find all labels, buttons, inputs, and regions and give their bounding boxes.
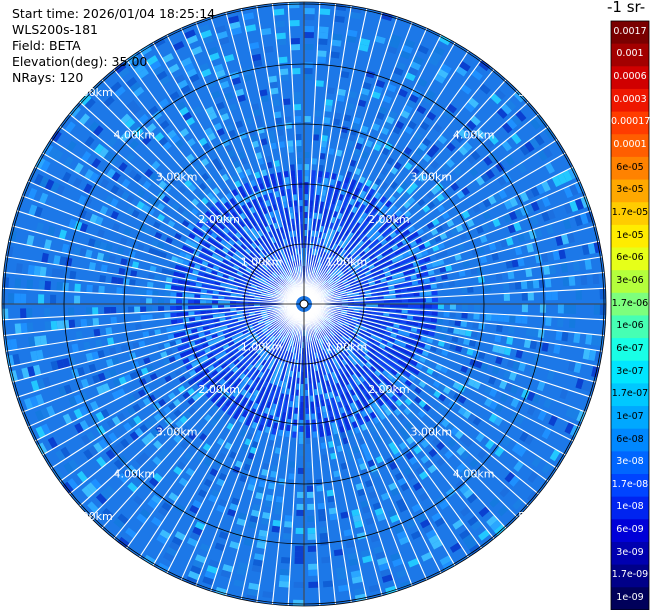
colorbar-cell bbox=[611, 66, 649, 90]
colorbar-label: 6e-06 bbox=[616, 252, 644, 264]
colorbar-label: 1.7e-08 bbox=[611, 478, 649, 490]
range-label-ll-3: 3.00km bbox=[156, 425, 198, 438]
colorbar-label: 0.0006 bbox=[613, 71, 647, 83]
colorbar-label: 6e-05 bbox=[616, 161, 644, 173]
colorbar-label: 0.0003 bbox=[613, 93, 647, 105]
colorbar-label: 3e-08 bbox=[616, 456, 644, 468]
colorbar-cell bbox=[611, 428, 649, 452]
range-label-ur-1: 1.00km bbox=[326, 256, 368, 269]
colorbar-label: 0.00017 bbox=[611, 116, 650, 128]
range-label-ul-2: 2.00km bbox=[198, 213, 240, 226]
range-label-ul-4: 4.00km bbox=[114, 128, 156, 141]
colorbar-cell bbox=[611, 202, 649, 226]
colorbar-cell bbox=[611, 43, 649, 67]
colorbar-label: 6e-08 bbox=[616, 433, 644, 445]
colorbar-cell bbox=[611, 451, 649, 475]
colorbar-cell bbox=[611, 224, 649, 248]
range-label-ur-3: 3.00km bbox=[410, 171, 452, 184]
colorbar-cell bbox=[611, 360, 649, 384]
field-text: Field: BETA bbox=[12, 38, 81, 53]
colorbar-label: 1.7e-05 bbox=[611, 207, 649, 219]
colorbar-cell bbox=[611, 88, 649, 113]
instrument-text: WLS200s-181 bbox=[12, 22, 98, 37]
elevation-text: Elevation(deg): 35.00 bbox=[12, 54, 148, 69]
colorbar-cell bbox=[611, 134, 649, 158]
colorbar-label: 0.0001 bbox=[613, 139, 647, 151]
colorbar-cell bbox=[611, 247, 649, 271]
range-label-lr-4: 4.00km bbox=[453, 468, 495, 481]
colorbar-cell bbox=[611, 519, 649, 543]
colorbar-label: 1.7e-06 bbox=[611, 297, 649, 309]
colorbar-cell bbox=[611, 315, 649, 339]
range-labels: 1.00km 1.00km 1.00km 1.00km 2.00km 2.00km 2.00… bbox=[71, 86, 560, 523]
range-label-lr-2: 2.00km bbox=[368, 383, 410, 396]
colorbar-label: 1e-06 bbox=[616, 320, 644, 332]
range-label-lr-1: 1.00km bbox=[326, 340, 368, 353]
range-label-ul-1: 1.00km bbox=[241, 256, 283, 269]
range-label-ll-2: 2.00km bbox=[198, 383, 240, 396]
colorbar-label: 1e-08 bbox=[616, 501, 644, 513]
colorbar-cell bbox=[611, 496, 649, 520]
colorbar-cell bbox=[611, 541, 649, 566]
colorbar-label: 1.7e-07 bbox=[611, 388, 649, 400]
range-label-ur-5: 5.00km bbox=[518, 86, 560, 99]
colorbar-cell bbox=[611, 474, 649, 498]
colorbar-label: 3e-07 bbox=[616, 365, 644, 377]
range-rings bbox=[1, 1, 607, 607]
colorbar-label: 1e-05 bbox=[616, 229, 644, 241]
range-label-ul-3: 3.00km bbox=[156, 171, 198, 184]
range-label-ur-2: 2.00km bbox=[368, 213, 410, 226]
start-time-text: Start time: 2026/01/04 18:25:14 bbox=[12, 6, 216, 21]
colorbar-label: 3e-05 bbox=[616, 184, 644, 196]
range-label-ul-5: 5.00km bbox=[71, 86, 113, 99]
colorbar-cell bbox=[611, 406, 649, 430]
colorbar-cell bbox=[611, 338, 649, 362]
colorbar-cell bbox=[611, 156, 649, 181]
colorbar-label: 3e-09 bbox=[616, 546, 644, 558]
range-label-ll-5: 5.00km bbox=[71, 510, 113, 523]
colorbar-label: 0.001 bbox=[616, 48, 644, 60]
colorbar-cell bbox=[611, 270, 649, 294]
colorbar-unit: -1 sr- bbox=[607, 0, 646, 16]
range-label-lr-5: 5.00km bbox=[518, 510, 560, 523]
colorbar bbox=[610, 20, 650, 610]
range-label-ur-4: 4.00km bbox=[453, 128, 495, 141]
colorbar-label: 1e-07 bbox=[616, 410, 644, 422]
colorbar-label: 1e-09 bbox=[616, 592, 644, 604]
range-label-ll-4: 4.00km bbox=[114, 468, 156, 481]
range-label-ll-1: 1.00km bbox=[241, 340, 283, 353]
colorbar-label: 0.0017 bbox=[613, 25, 647, 37]
nrays-text: NRays: 120 bbox=[12, 70, 84, 85]
colorbar-cell bbox=[611, 111, 649, 135]
colorbar-label: 6e-07 bbox=[616, 342, 644, 354]
colorbar-cell bbox=[611, 21, 649, 45]
colorbar-cell bbox=[611, 179, 649, 203]
colorbar-cell bbox=[611, 383, 649, 407]
range-label-lr-3: 3.00km bbox=[410, 425, 452, 438]
colorbar-cell bbox=[611, 564, 649, 588]
colorbar-label: 1.7e-09 bbox=[611, 569, 649, 581]
colorbar-cell bbox=[611, 292, 649, 316]
colorbar-label: 6e-09 bbox=[616, 524, 644, 536]
colorbar-label: 3e-06 bbox=[616, 274, 644, 286]
colorbar-cell bbox=[611, 587, 649, 610]
